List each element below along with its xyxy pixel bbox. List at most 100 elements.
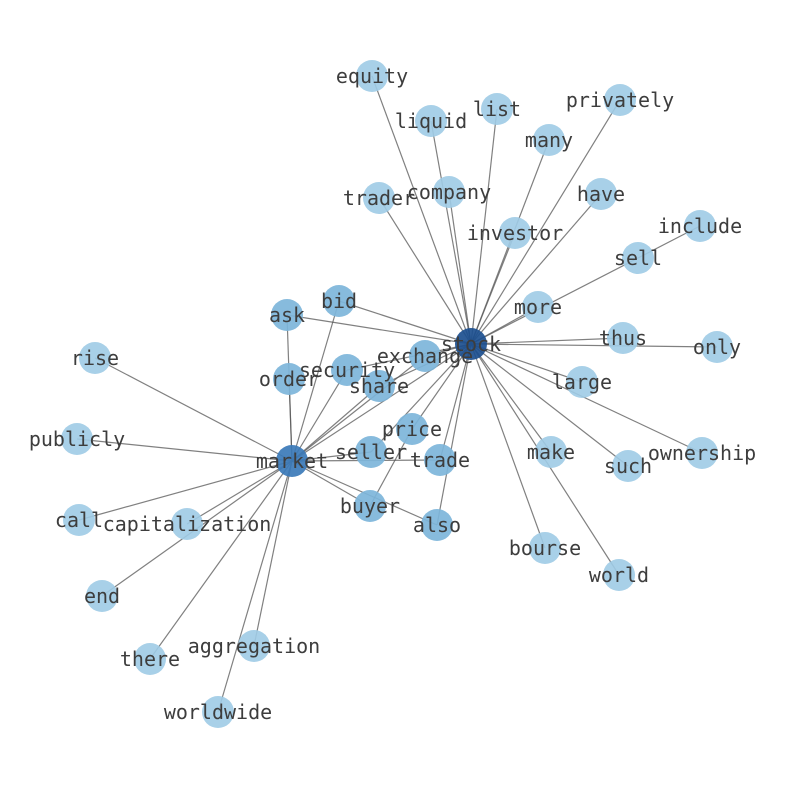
edge-stock-equity — [371, 75, 472, 345]
edge-stock-trader — [378, 197, 472, 345]
node-world — [603, 559, 635, 591]
node-label-share: share — [349, 374, 409, 398]
edge-market-capitalization — [186, 460, 293, 525]
node-label-end: end — [84, 584, 120, 608]
node-worldwide — [202, 696, 234, 728]
node-label-trader: trader — [343, 186, 415, 210]
edge-stock-bourse — [470, 343, 546, 549]
edge-market-aggregation — [253, 460, 293, 647]
node-label-ownership: ownership — [648, 441, 756, 465]
edge-stock-liquid — [430, 120, 472, 345]
node-call — [63, 504, 95, 536]
labels-layer: stock market equity liquid list privately many… — [29, 64, 756, 724]
node-label-only: only — [693, 335, 741, 359]
node-thus — [607, 322, 639, 354]
node-trader — [363, 182, 395, 214]
node-sell — [622, 242, 654, 274]
node-label-security: security — [299, 358, 395, 382]
node-trade — [424, 444, 456, 476]
node-label-investor: investor — [467, 221, 563, 245]
node-large — [566, 366, 598, 398]
node-label-bid: bid — [321, 289, 357, 313]
edge-market-security — [291, 369, 348, 462]
node-include — [684, 210, 716, 242]
node-bid — [323, 285, 355, 317]
node-end — [86, 580, 118, 612]
node-order — [273, 363, 305, 395]
node-bourse — [529, 532, 561, 564]
node-more — [522, 291, 554, 323]
node-label-bourse: bourse — [509, 536, 581, 560]
node-only — [701, 331, 733, 363]
node-label-capitalization: capitalization — [103, 512, 272, 536]
node-label-stock: stock — [441, 332, 501, 356]
edge-stock-only — [470, 343, 718, 348]
node-stock — [455, 328, 487, 360]
edge-stock-investor — [470, 232, 516, 345]
edge-market-publicly — [76, 438, 293, 462]
node-price — [396, 413, 428, 445]
node-label-sell: sell — [614, 246, 662, 270]
node-label-exchange: exchange — [377, 344, 473, 368]
node-label-seller: seller — [335, 440, 407, 464]
node-label-many: many — [525, 128, 573, 152]
edge-market-share — [291, 385, 380, 462]
node-label-thus: thus — [599, 326, 647, 350]
node-label-such: such — [604, 454, 652, 478]
node-label-order: order — [259, 367, 319, 391]
edge-market-exchange — [291, 355, 426, 462]
edge-stock-seller — [370, 343, 472, 453]
node-label-rise: rise — [71, 346, 119, 370]
node-have — [585, 178, 617, 210]
node-list — [481, 93, 513, 125]
node-exchange — [409, 340, 441, 372]
node-label-more: more — [514, 295, 562, 319]
node-investor — [499, 217, 531, 249]
edge-stock-company — [448, 191, 472, 345]
node-label-world: world — [589, 563, 649, 587]
edge-stock-such — [470, 343, 629, 467]
edge-stock-price — [411, 343, 472, 430]
edge-stock-ownership — [470, 343, 703, 454]
node-label-price: price — [382, 417, 442, 441]
node-label-ask: ask — [269, 303, 305, 327]
edge-market-call — [78, 460, 293, 521]
edge-market-rise — [94, 357, 293, 462]
nodes-layer — [61, 60, 733, 728]
node-label-privately: privately — [566, 88, 674, 112]
node-rise — [79, 342, 111, 374]
node-label-also: also — [413, 513, 461, 537]
node-label-there: there — [120, 647, 180, 671]
edge-market-there — [149, 460, 293, 660]
edge-stock-also — [436, 343, 472, 526]
node-label-trade: trade — [410, 448, 470, 472]
node-capitalization — [171, 508, 203, 540]
node-label-list: list — [473, 97, 521, 121]
node-liquid — [415, 105, 447, 137]
edge-stock-trade — [439, 343, 472, 461]
node-such — [612, 450, 644, 482]
edge-stock-sell — [470, 257, 639, 345]
node-label-worldwide: worldwide — [164, 700, 272, 724]
node-company — [433, 176, 465, 208]
node-label-include: include — [658, 214, 742, 238]
node-make — [535, 436, 567, 468]
edge-stock-ask — [286, 314, 472, 345]
edge-stock-make — [470, 343, 552, 453]
node-label-call: call — [55, 508, 103, 532]
node-ask — [271, 299, 303, 331]
node-security — [331, 354, 363, 386]
node-share — [363, 370, 395, 402]
edge-market-worldwide — [217, 460, 293, 713]
node-publicly — [61, 423, 93, 455]
node-also — [421, 509, 453, 541]
node-label-market: market — [256, 449, 328, 473]
node-label-liquid: liquid — [395, 109, 467, 133]
edge-stock-security — [346, 343, 472, 371]
node-ownership — [686, 437, 718, 469]
edge-stock-bid — [338, 300, 472, 345]
node-privately — [604, 84, 636, 116]
node-seller — [355, 436, 387, 468]
node-many — [533, 124, 565, 156]
